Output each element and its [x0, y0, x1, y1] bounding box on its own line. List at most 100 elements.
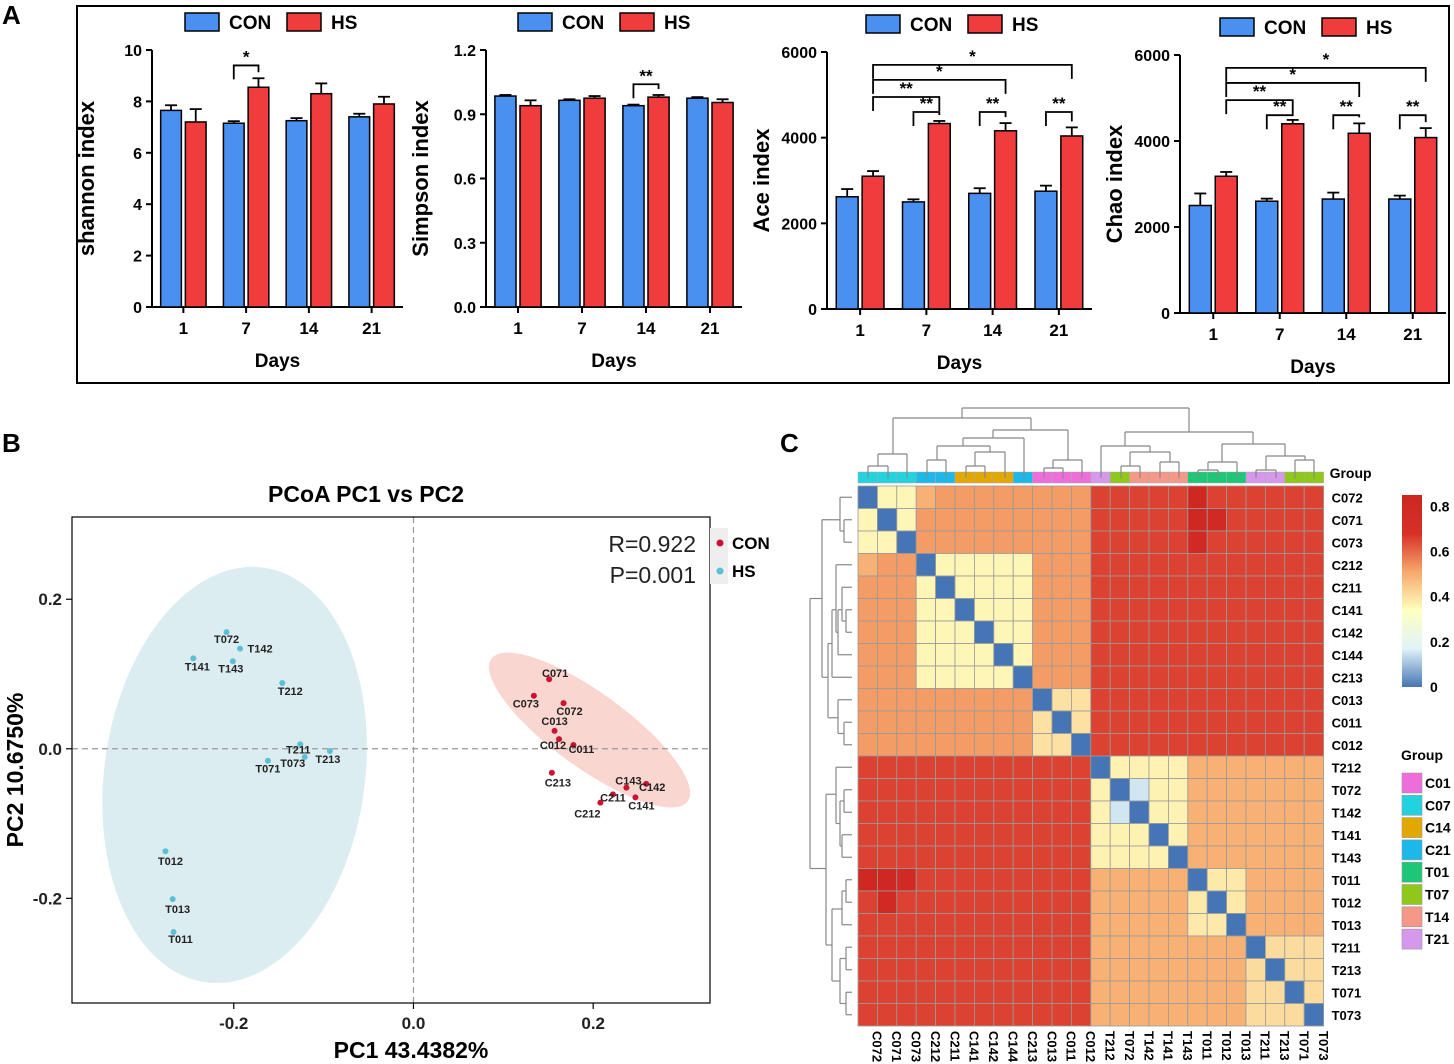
group-legend-swatch	[1401, 839, 1423, 861]
heatmap-cell	[1129, 868, 1150, 892]
y-tick-label: 6	[133, 146, 142, 163]
heatmap-cell	[1245, 575, 1266, 599]
point-con	[643, 780, 650, 787]
y-tick-label: 0.3	[454, 236, 476, 253]
heatmap-cell	[1187, 553, 1208, 577]
heatmap-cell	[1265, 688, 1286, 712]
heatmap-cell	[1284, 688, 1305, 712]
heatmap-cell	[877, 485, 898, 509]
group-bar-cell	[1051, 471, 1072, 484]
heatmap-cell	[1090, 778, 1111, 802]
heatmap-cell	[935, 485, 956, 509]
heatmap-cell	[857, 935, 878, 959]
bar-con	[285, 119, 308, 308]
heatmap-cell	[1051, 800, 1072, 824]
significance-label: **	[639, 66, 653, 85]
heatmap-cell	[993, 508, 1014, 532]
heatmap-cell	[1226, 710, 1247, 734]
heatmap-cell	[857, 913, 878, 937]
x-tick-label: 21	[1049, 321, 1068, 340]
heatmap-cell	[857, 643, 878, 667]
heatmap-cell	[1206, 688, 1227, 712]
x-axis-title: Days	[255, 351, 300, 372]
heatmap-cell	[974, 935, 995, 959]
heatmap-cell	[915, 890, 937, 914]
point-hs	[169, 896, 176, 903]
heatmap-cell	[1090, 485, 1111, 509]
heatmap-cell	[1168, 553, 1189, 577]
significance-bracket	[1332, 114, 1361, 130]
heatmap-cell	[1187, 845, 1208, 869]
x-tick-label: 14	[983, 321, 1002, 340]
heatmap-cell	[1129, 1003, 1150, 1027]
point-label: T012	[158, 856, 183, 868]
heatmap-cell	[896, 845, 917, 869]
heatmap-cell	[915, 553, 937, 577]
heatmap-cell	[915, 913, 937, 937]
heatmap-cell	[1206, 530, 1227, 554]
heatmap-cell	[1090, 620, 1111, 644]
y-tick-label: 2000	[1134, 220, 1170, 237]
bar-con	[1255, 200, 1279, 314]
column-label: T072	[1122, 1031, 1137, 1061]
heatmap-cell	[896, 980, 917, 1004]
y-tick-label: 0.9	[454, 107, 476, 124]
heatmap-cell	[896, 1003, 917, 1027]
heatmap-cell	[857, 485, 878, 509]
heatmap-cell	[1129, 485, 1150, 509]
heatmap-cell	[1187, 485, 1208, 509]
heatmap-cell	[1109, 553, 1130, 577]
heatmap-cell	[1226, 643, 1247, 667]
heatmap-cell	[1129, 530, 1150, 554]
heatmap-cell	[935, 710, 956, 734]
heatmap-cell	[1148, 935, 1169, 959]
heatmap-cell	[1206, 935, 1227, 959]
bar-con	[1321, 198, 1346, 314]
heatmap-cell	[1206, 665, 1227, 689]
heatmap-cell	[1032, 553, 1053, 577]
heatmap-cell	[935, 598, 956, 622]
heatmap-cell	[1129, 913, 1150, 937]
heatmap-cell	[954, 688, 975, 712]
colorbar-tick-label: 0.4	[1430, 589, 1450, 605]
heatmap-cell	[993, 755, 1014, 779]
bar-con	[494, 95, 517, 308]
heatmap-cell	[915, 958, 937, 982]
heatmap-cell	[1129, 710, 1150, 734]
heatmap-cell	[1129, 823, 1150, 847]
heatmap-cell	[1206, 845, 1227, 869]
point-hs	[190, 655, 197, 662]
x-axis-title: PC1 43.4382%	[334, 1037, 489, 1063]
heatmap-cell	[1265, 890, 1286, 914]
row-label: C073	[1332, 535, 1363, 550]
heatmap-cell	[1303, 688, 1324, 712]
group-legend-swatch	[1401, 817, 1423, 838]
heatmap-cell	[1303, 778, 1324, 802]
heatmap-cell	[1168, 665, 1189, 689]
heatmap-cell	[896, 598, 917, 622]
heatmap-cell	[993, 890, 1014, 914]
heatmap-cell	[1206, 958, 1227, 982]
heatmap-cell	[1032, 800, 1053, 824]
heatmap-cell	[1051, 485, 1072, 509]
heatmap-cell	[1226, 688, 1247, 712]
x-tick-label: 14	[637, 319, 656, 338]
row-label: T212	[1332, 760, 1362, 775]
heatmap-cell	[993, 665, 1014, 689]
heatmap-cell	[1148, 890, 1169, 914]
column-label: T213	[1277, 1031, 1292, 1061]
heatmap-cell	[1071, 665, 1092, 689]
group-bar-cell	[1168, 471, 1189, 484]
row-label: C213	[1332, 670, 1363, 685]
heatmap-cell	[1168, 845, 1189, 869]
significance-bracket	[1045, 111, 1073, 126]
heatmap-cell	[1303, 553, 1324, 577]
row-label: T143	[1332, 850, 1362, 865]
heatmap-cell	[993, 688, 1014, 712]
heatmap-cell	[1206, 710, 1227, 734]
row-label: C012	[1332, 738, 1363, 753]
heatmap-cell	[1051, 733, 1072, 757]
heatmap-cell	[1148, 800, 1169, 824]
heatmap-cell	[1051, 755, 1072, 779]
heatmap-cell	[1206, 823, 1227, 847]
